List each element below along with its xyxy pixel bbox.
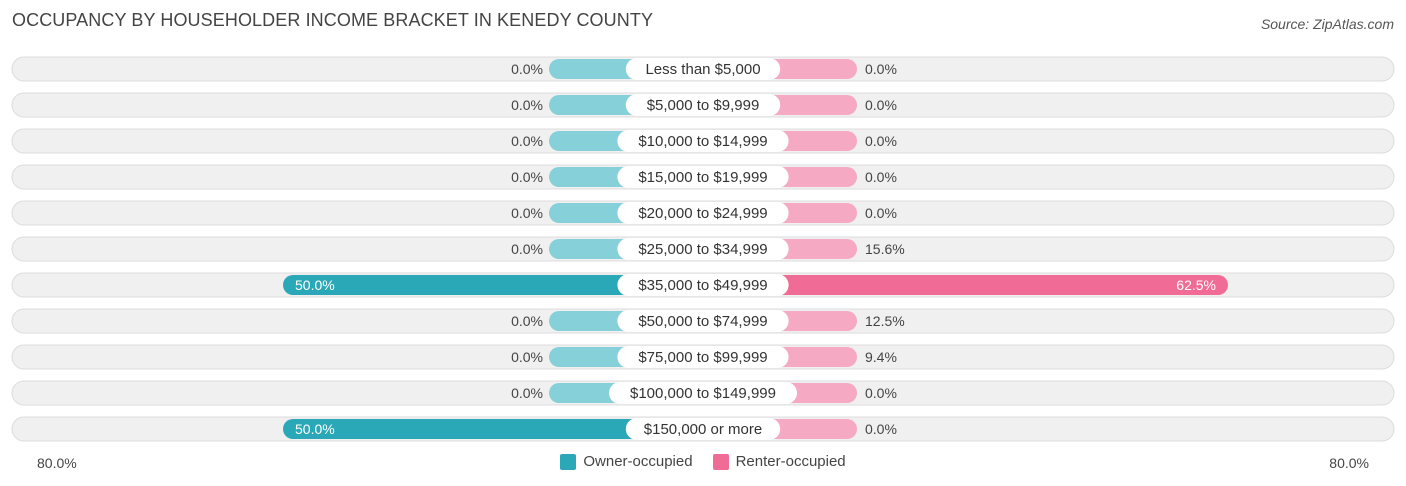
category-label: $25,000 to $34,999 [638, 241, 767, 258]
legend-item-owner: Owner-occupied [560, 453, 693, 470]
owner-value-label: 0.0% [511, 133, 543, 149]
category-label: $50,000 to $74,999 [638, 313, 767, 330]
renter-value-label: 0.0% [865, 169, 897, 185]
category-pill [625, 418, 781, 440]
category-label: $20,000 to $24,999 [638, 205, 767, 222]
owner-value-label: 0.0% [511, 385, 543, 401]
category-label: $5,000 to $9,999 [647, 97, 760, 114]
renter-value-label: 12.5% [865, 313, 905, 329]
renter-bar [703, 275, 1228, 295]
renter-value-label: 0.0% [865, 205, 897, 221]
owner-value-label: 0.0% [511, 61, 543, 77]
owner-value-label: 0.0% [511, 313, 543, 329]
category-label: $35,000 to $49,999 [638, 277, 767, 294]
legend-label-owner: Owner-occupied [583, 453, 693, 470]
legend-swatch-owner [560, 453, 577, 470]
category-label: $15,000 to $19,999 [638, 169, 767, 186]
chart-source: Source: ZipAtlas.com [1260, 16, 1394, 32]
renter-value-label: 0.0% [865, 97, 897, 113]
owner-value-label: 50.0% [295, 277, 335, 293]
category-pill [617, 238, 789, 260]
renter-value-label: 9.4% [865, 349, 897, 365]
owner-bar [283, 275, 703, 295]
renter-value-label: 0.0% [865, 133, 897, 149]
owner-value-label: 0.0% [511, 349, 543, 365]
category-pill [625, 94, 781, 116]
category-label: $75,000 to $99,999 [638, 349, 767, 366]
category-pill [617, 310, 789, 332]
category-label: $150,000 or more [644, 421, 762, 438]
owner-value-label: 0.0% [511, 169, 543, 185]
legend-label-renter: Renter-occupied [735, 453, 846, 470]
legend-item-renter: Renter-occupied [712, 453, 846, 470]
category-pill [617, 166, 789, 188]
owner-value-label: 50.0% [295, 421, 335, 437]
renter-value-label: 0.0% [865, 385, 897, 401]
chart-title: OCCUPANCY BY HOUSEHOLDER INCOME BRACKET … [12, 10, 654, 30]
renter-value-label: 15.6% [865, 241, 905, 257]
category-pill [617, 274, 789, 296]
legend: Owner-occupied Renter-occupied [0, 453, 1406, 470]
category-label: $10,000 to $14,999 [638, 133, 767, 150]
category-pill [609, 382, 797, 404]
legend-swatch-renter [712, 453, 729, 470]
renter-value-label: 0.0% [865, 421, 897, 437]
category-pill [625, 58, 781, 80]
renter-value-label: 0.0% [865, 61, 897, 77]
axis-min-label: 80.0% [37, 455, 77, 471]
category-pill [617, 130, 789, 152]
owner-value-label: 0.0% [511, 241, 543, 257]
category-label: $100,000 to $149,999 [630, 385, 776, 402]
category-label: Less than $5,000 [645, 61, 760, 78]
axis-max-label: 80.0% [1329, 455, 1369, 471]
owner-value-label: 0.0% [511, 205, 543, 221]
category-pill [617, 202, 789, 224]
renter-value-label: 62.5% [1176, 277, 1216, 293]
owner-value-label: 0.0% [511, 97, 543, 113]
category-pill [617, 346, 789, 368]
owner-bar [283, 419, 703, 439]
